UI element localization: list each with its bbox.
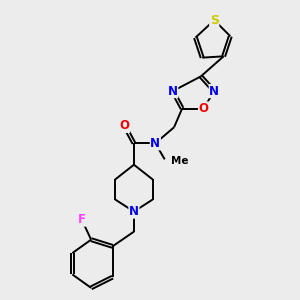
- Text: F: F: [78, 213, 86, 226]
- Text: O: O: [199, 102, 208, 115]
- Text: N: N: [168, 85, 178, 98]
- Text: N: N: [209, 85, 219, 98]
- Text: Me: Me: [171, 156, 189, 166]
- Text: N: N: [150, 137, 161, 150]
- Text: S: S: [210, 14, 219, 27]
- Text: O: O: [120, 119, 130, 132]
- Text: N: N: [129, 205, 139, 218]
